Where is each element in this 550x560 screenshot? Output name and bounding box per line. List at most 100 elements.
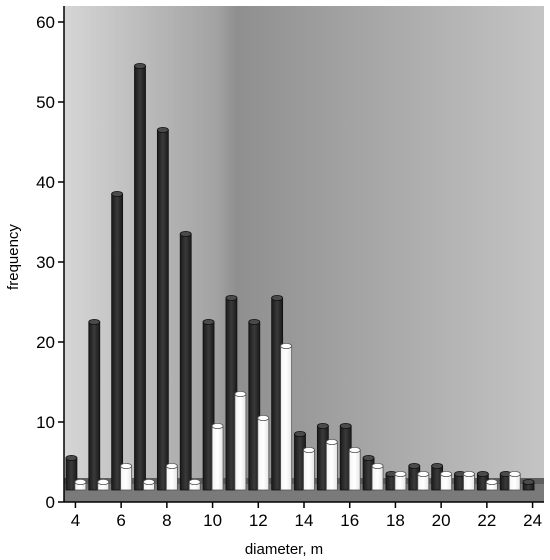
bar-light xyxy=(303,446,315,491)
x-tick-label: 12 xyxy=(249,511,268,530)
bar-dark-cap xyxy=(111,190,124,197)
bar-dark xyxy=(156,127,169,491)
y-tick-label: 60 xyxy=(36,13,55,32)
bar-dark-cap xyxy=(248,318,261,325)
bar-light-body xyxy=(257,417,270,491)
bar-light-cap xyxy=(303,446,315,453)
bar-light xyxy=(440,470,453,491)
x-tick-label: 8 xyxy=(162,511,171,530)
bar-light-body xyxy=(234,393,247,491)
bar-dark-body xyxy=(134,65,146,491)
bar-light xyxy=(394,470,407,491)
bar-light xyxy=(485,478,498,491)
bar-dark-body xyxy=(156,129,169,491)
bar-light-cap xyxy=(394,470,407,477)
x-axis-label: diameter, m xyxy=(245,541,323,558)
bar-light-cap xyxy=(417,470,430,477)
bar-light-cap xyxy=(234,390,247,397)
bar-light-cap xyxy=(508,470,521,477)
x-ticks-group: 4 6 8 10 12 14 16 18 20 22 24 xyxy=(71,502,542,530)
bar-dark-cap xyxy=(362,454,375,461)
bar-light-cap xyxy=(440,470,453,477)
bar-dark xyxy=(248,318,261,491)
bar-dark-cap xyxy=(408,462,421,469)
bar-dark-cap xyxy=(294,430,306,437)
bar-light xyxy=(417,470,430,491)
x-tick-label: 16 xyxy=(340,511,359,530)
bar-dark xyxy=(362,454,375,491)
bar-light xyxy=(211,422,224,491)
bar-light-body xyxy=(165,465,178,491)
bar-dark xyxy=(65,454,78,491)
bar-dark-cap xyxy=(339,422,352,429)
bar-light xyxy=(165,462,178,491)
bar-light xyxy=(234,390,247,491)
y-tick-label: 50 xyxy=(36,93,55,112)
bar-light-cap xyxy=(371,462,384,469)
bar-light-cap xyxy=(348,446,361,453)
bar-light xyxy=(143,478,155,491)
bar-light xyxy=(257,414,270,491)
bar-light-cap xyxy=(325,438,338,445)
y-tick-label: 10 xyxy=(36,413,55,432)
bar-dark xyxy=(134,63,146,491)
bar-light xyxy=(280,342,293,491)
bar-dark-cap xyxy=(88,318,101,325)
x-tick-label: 4 xyxy=(71,511,80,530)
x-tick-label: 6 xyxy=(116,511,125,530)
y-ticks-group: 0 10 20 30 40 50 60 xyxy=(36,13,64,512)
bar-light-body xyxy=(211,425,224,491)
bar-dark-cap xyxy=(65,454,78,461)
x-tick-label: 22 xyxy=(477,511,496,530)
bar-dark-cap xyxy=(522,478,535,485)
bar-light-cap xyxy=(211,422,224,429)
bar-light-cap xyxy=(463,470,475,477)
bar-dark-cap xyxy=(316,422,329,429)
y-axis-label: frequency xyxy=(5,224,22,290)
bar-light xyxy=(97,478,110,491)
bar-dark-cap xyxy=(202,318,215,325)
bar-dark-cap xyxy=(225,294,238,301)
bar-light-body xyxy=(280,345,293,491)
bar-dark-cap xyxy=(179,230,192,237)
x-tick-label: 18 xyxy=(386,511,405,530)
bar-light-cap xyxy=(120,462,133,469)
bar-light-body xyxy=(348,449,361,491)
bar-light-cap xyxy=(257,414,270,421)
x-tick-label: 24 xyxy=(523,511,542,530)
bar-light-cap xyxy=(165,462,178,469)
bar-light-body xyxy=(371,465,384,491)
y-tick-label: 40 xyxy=(36,173,55,192)
bar-dark xyxy=(202,318,215,491)
bar-light-cap xyxy=(280,342,293,349)
bar-dark-cap xyxy=(431,462,444,469)
x-tick-label: 20 xyxy=(432,511,451,530)
bar-light-body xyxy=(325,441,338,491)
x-tick-label: 10 xyxy=(203,511,222,530)
bar-light xyxy=(371,462,384,491)
bar-light-cap xyxy=(74,478,87,485)
bar-light xyxy=(348,446,361,491)
bar-dark xyxy=(179,230,192,491)
bars-group xyxy=(65,63,535,491)
bar-dark-cap xyxy=(476,470,489,477)
y-tick-label: 30 xyxy=(36,253,55,272)
bar-dark-cap xyxy=(271,294,284,301)
y-tick-label: 0 xyxy=(46,493,55,512)
x-tick-label: 14 xyxy=(295,511,314,530)
bar-light-cap xyxy=(485,478,498,485)
bar-dark-body xyxy=(88,321,101,491)
bar-dark xyxy=(88,318,101,491)
bar-light-cap xyxy=(188,478,201,485)
bar-light-body xyxy=(303,449,315,491)
bar-dark-cap xyxy=(156,127,169,134)
bar-light xyxy=(508,470,521,491)
bar-light xyxy=(188,478,201,491)
bar-dark-cap xyxy=(134,63,146,70)
bar-light xyxy=(120,462,133,491)
bar-light xyxy=(325,438,338,491)
bar-dark-body xyxy=(111,193,124,491)
bar-light-cap xyxy=(97,478,110,485)
bar-dark xyxy=(316,422,329,491)
